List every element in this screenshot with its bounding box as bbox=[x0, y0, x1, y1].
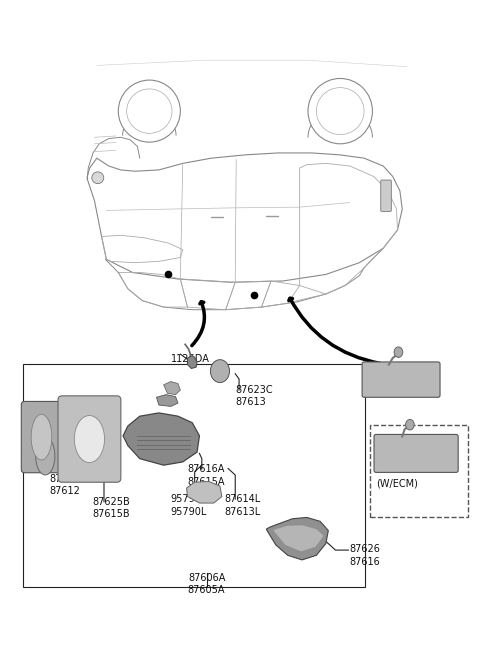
FancyBboxPatch shape bbox=[21, 401, 61, 473]
Text: 87626
87616: 87626 87616 bbox=[350, 544, 381, 567]
Polygon shape bbox=[274, 525, 324, 552]
Ellipse shape bbox=[92, 172, 104, 184]
Ellipse shape bbox=[406, 419, 414, 430]
Ellipse shape bbox=[316, 88, 364, 134]
Polygon shape bbox=[187, 482, 222, 503]
Text: 87625B
87615B: 87625B 87615B bbox=[92, 497, 130, 520]
Ellipse shape bbox=[31, 414, 52, 460]
FancyBboxPatch shape bbox=[381, 180, 391, 211]
Text: 95790R
95790L: 95790R 95790L bbox=[171, 495, 208, 517]
Text: 87621B
87621C: 87621B 87621C bbox=[21, 447, 58, 470]
Polygon shape bbox=[188, 356, 197, 369]
FancyBboxPatch shape bbox=[362, 362, 440, 398]
Text: 87622
87612: 87622 87612 bbox=[49, 474, 80, 496]
Ellipse shape bbox=[394, 347, 403, 358]
Text: 87623C
87613: 87623C 87613 bbox=[235, 384, 273, 407]
Ellipse shape bbox=[308, 79, 372, 144]
Ellipse shape bbox=[118, 80, 180, 142]
Ellipse shape bbox=[74, 415, 105, 462]
Polygon shape bbox=[266, 518, 328, 560]
Text: 85101: 85101 bbox=[388, 382, 419, 392]
Ellipse shape bbox=[36, 437, 55, 475]
Text: 87606A
87605A: 87606A 87605A bbox=[188, 573, 225, 595]
Polygon shape bbox=[164, 382, 180, 395]
Text: 87614L
87613L: 87614L 87613L bbox=[225, 495, 261, 517]
Polygon shape bbox=[156, 395, 178, 406]
Bar bbox=[23, 364, 365, 587]
Text: (W/ECM): (W/ECM) bbox=[376, 478, 419, 489]
FancyBboxPatch shape bbox=[374, 434, 458, 472]
Text: 87616A
87615A: 87616A 87615A bbox=[188, 464, 225, 487]
Polygon shape bbox=[123, 413, 199, 465]
Text: 1125DA: 1125DA bbox=[171, 354, 210, 363]
Text: 85101: 85101 bbox=[387, 463, 418, 474]
Ellipse shape bbox=[127, 89, 172, 133]
FancyBboxPatch shape bbox=[58, 396, 121, 482]
Bar bbox=[370, 424, 468, 518]
Ellipse shape bbox=[210, 359, 229, 382]
